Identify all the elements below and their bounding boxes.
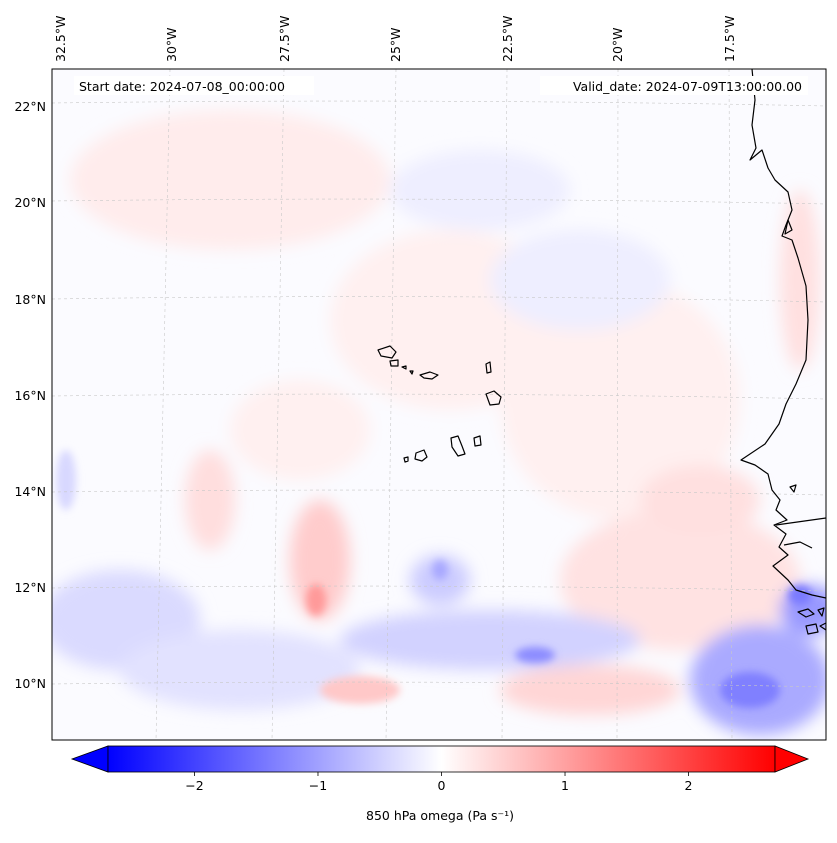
map-frame <box>51 68 827 741</box>
island-boa-vista <box>485 390 502 406</box>
lat-label: 14°N <box>14 484 46 499</box>
lon-label: 30°W <box>164 27 179 62</box>
lat-label: 18°N <box>14 292 46 307</box>
colorbar-bar <box>107 745 776 773</box>
lat-label: 12°N <box>14 580 46 595</box>
colorbar-extend-max <box>774 745 810 773</box>
coastline <box>377 69 826 635</box>
lat-label: 20°N <box>14 195 46 210</box>
island-maio <box>473 435 482 447</box>
island-santo-antao <box>377 345 397 359</box>
lon-label: 32.5°W <box>53 16 68 62</box>
colorbar-label: 850 hPa omega (Pa s⁻¹) <box>366 808 514 823</box>
lat-label: 16°N <box>14 388 46 403</box>
lon-label: 20°W <box>610 27 625 62</box>
island-sal <box>485 361 492 374</box>
island-santiago <box>450 435 466 457</box>
omega-field <box>52 110 826 735</box>
valid-date-label: Valid_date: 2024-07-09T13:00:00.00 <box>573 79 802 94</box>
colorbar-tick-label: 2 <box>685 778 693 793</box>
lon-label: 22.5°W <box>500 16 515 62</box>
valid-date-box <box>540 76 808 95</box>
lon-label: 27.5°W <box>277 16 292 62</box>
colorbar-tick-label: −2 <box>185 778 203 793</box>
lat-label: 22°N <box>14 99 46 114</box>
island-sao-nicolau <box>419 371 439 380</box>
lon-label: 17.5°W <box>722 16 737 62</box>
lat-label: 10°N <box>14 676 46 691</box>
africa-coastline <box>740 69 826 599</box>
graticule <box>52 69 826 740</box>
start-date-label: Start date: 2024-07-08_00:00:00 <box>79 79 285 94</box>
colorbar-tick-label: −1 <box>309 778 327 793</box>
island-sao-vicente <box>389 359 399 367</box>
colorbar-tick-label: 1 <box>561 778 569 793</box>
colorbar: −2 −1 0 1 2 850 hPa omega (Pa s⁻¹) <box>70 745 810 823</box>
colorbar-extend-min <box>70 745 109 773</box>
colorbar-ticks: −2 −1 0 1 2 <box>185 772 693 793</box>
lon-label: 25°W <box>388 27 403 62</box>
map-panel: Start date: 2024-07-08_00:00:00 Valid_da… <box>14 16 827 741</box>
longitude-labels: 32.5°W 30°W 27.5°W 25°W 22.5°W 20°W 17.5… <box>53 16 737 62</box>
island-brava <box>403 456 409 463</box>
colorbar-tick-label: 0 <box>438 778 446 793</box>
latitude-labels: 22°N 20°N 18°N 16°N 14°N 12°N 10°N <box>14 99 46 691</box>
start-date-box <box>74 76 314 95</box>
island-fogo <box>414 449 428 462</box>
